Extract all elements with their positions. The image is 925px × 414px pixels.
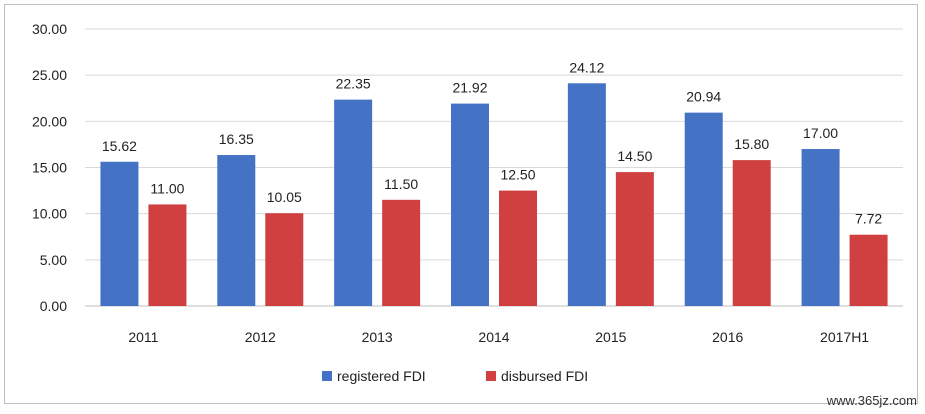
- bar-registered-fdi: [801, 149, 840, 306]
- x-tick-label: 2012: [245, 329, 276, 345]
- y-tick-label: 10.00: [32, 206, 67, 222]
- bar-registered-fdi: [684, 112, 723, 307]
- bar-registered-fdi: [217, 155, 256, 306]
- data-label: 7.72: [855, 211, 882, 227]
- data-label: 24.12: [569, 59, 604, 75]
- y-tick-label: 15.00: [32, 160, 67, 176]
- chart-frame: 0.00 5.00 10.00 15.00 20.00 25.00 30.00 15.62 1…: [4, 4, 918, 404]
- x-axis-ticks: 2011 2012 2013 2014 2015 2016 2017H1: [128, 329, 869, 345]
- bar-registered-fdi: [451, 103, 489, 306]
- legend-label: disbursed FDI: [501, 368, 588, 384]
- data-label: 20.94: [686, 89, 721, 105]
- bar-disbursed-fdi: [382, 199, 421, 306]
- x-tick-label: 2017H1: [820, 329, 869, 345]
- x-tick-label: 2013: [362, 329, 393, 345]
- data-label: 15.80: [734, 136, 769, 152]
- bar-disbursed-fdi: [849, 234, 888, 306]
- gridlines: [85, 28, 903, 307]
- y-axis-ticks: 0.00 5.00 10.00 15.00 20.00 25.00 30.00: [32, 21, 67, 314]
- data-label: 10.05: [267, 189, 302, 205]
- data-label: 17.00: [803, 125, 838, 141]
- data-label: 15.62: [102, 138, 137, 154]
- x-tick-label: 2015: [595, 329, 626, 345]
- data-label: 16.35: [219, 131, 254, 147]
- y-tick-label: 20.00: [32, 113, 67, 129]
- y-tick-label: 25.00: [32, 67, 67, 83]
- bar-disbursed-fdi: [732, 160, 771, 306]
- data-label: 11.50: [384, 176, 418, 192]
- data-label: 11.00: [150, 180, 184, 196]
- bar-disbursed-fdi: [499, 190, 537, 306]
- legend: registered FDI disbursed FDI: [322, 368, 588, 384]
- y-tick-label: 0.00: [40, 298, 67, 314]
- x-tick-label: 2016: [712, 329, 743, 345]
- y-tick-label: 5.00: [40, 252, 67, 268]
- bar-disbursed-fdi: [265, 213, 304, 306]
- data-label: 22.35: [336, 76, 371, 92]
- bar-disbursed-fdi: [615, 172, 654, 306]
- legend-swatch: [322, 371, 332, 381]
- legend-swatch: [486, 371, 496, 381]
- bar-registered-fdi: [100, 161, 139, 306]
- legend-label: registered FDI: [337, 368, 426, 384]
- data-label: 21.92: [452, 80, 487, 96]
- watermark: www.365jz.com: [826, 393, 917, 408]
- bar-registered-fdi: [567, 83, 606, 307]
- data-label: 14.50: [617, 148, 652, 164]
- y-tick-label: 30.00: [32, 21, 67, 37]
- bar-disbursed-fdi: [148, 204, 187, 306]
- bar-registered-fdi: [334, 99, 373, 306]
- x-tick-label: 2011: [128, 329, 158, 345]
- bars: 15.62 11.00 16.35 10.05 22.35 11.50 21.92 12.50…: [100, 59, 888, 307]
- data-label: 12.50: [500, 167, 535, 183]
- x-tick-label: 2014: [478, 329, 509, 345]
